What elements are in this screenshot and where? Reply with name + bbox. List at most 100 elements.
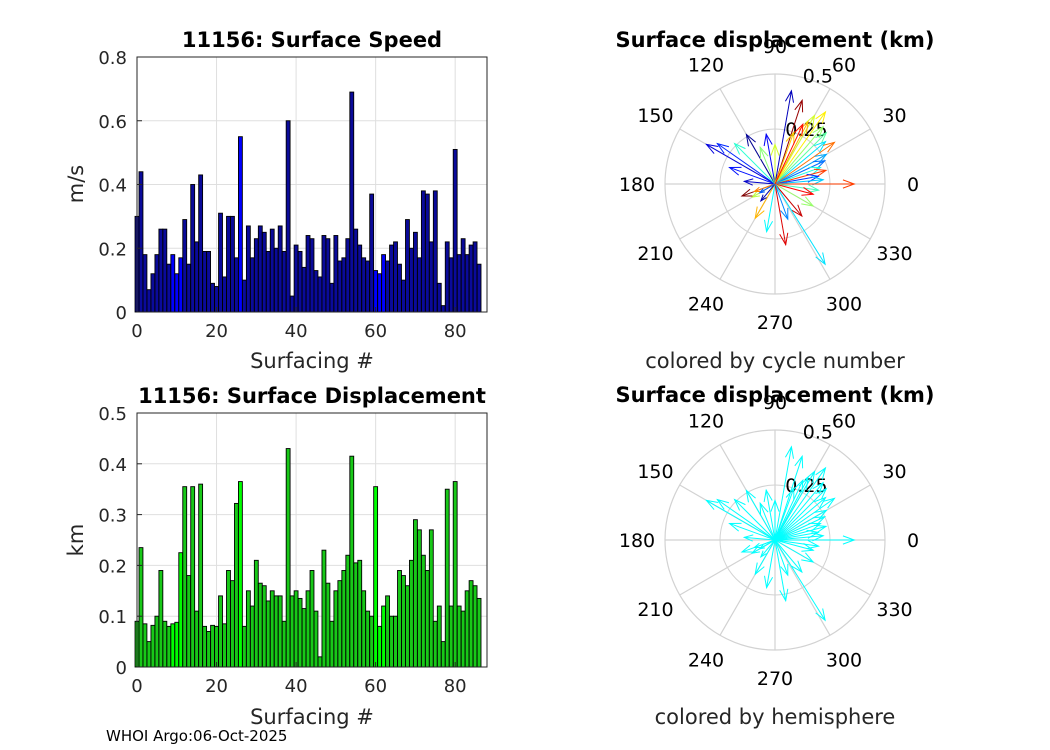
bar <box>206 250 211 313</box>
bar <box>321 549 327 668</box>
bar <box>198 174 204 313</box>
bar <box>222 276 227 313</box>
bar <box>397 263 402 313</box>
bar <box>273 247 279 313</box>
displacement-vector <box>728 166 776 185</box>
bar <box>337 260 343 313</box>
displacement-vector <box>774 539 789 603</box>
bar <box>289 295 295 313</box>
displacement-vector <box>774 539 826 622</box>
polar-spoke <box>774 183 831 280</box>
bar <box>377 273 383 313</box>
speed-y-label: m/s <box>64 165 88 203</box>
bar <box>269 590 275 668</box>
bar <box>353 228 359 313</box>
angle-label: 240 <box>688 650 724 672</box>
bar <box>337 580 343 668</box>
bar <box>317 276 323 313</box>
bar <box>436 282 442 313</box>
angle-label: 210 <box>637 243 673 265</box>
displacement-vector <box>774 160 827 185</box>
bar <box>162 620 168 668</box>
displacement-vector <box>774 539 815 552</box>
bar <box>345 554 351 668</box>
bar <box>448 605 454 668</box>
bar <box>428 241 434 313</box>
displacement-vector <box>775 535 856 545</box>
displacement-vector <box>774 140 827 185</box>
bar <box>202 625 208 668</box>
bar <box>345 238 351 313</box>
bar <box>420 554 426 668</box>
displacement-vector <box>733 142 776 185</box>
angle-label: 270 <box>757 312 793 334</box>
displacement-vector <box>774 522 822 541</box>
displacement-vector <box>759 539 776 558</box>
bar <box>158 570 164 668</box>
angle-label: 60 <box>832 54 856 76</box>
displacement-vector <box>774 445 795 541</box>
bar <box>174 621 180 668</box>
bar <box>333 590 339 668</box>
bar <box>234 257 239 313</box>
angle-label: 120 <box>688 410 724 432</box>
y-tick-label: 0.2 <box>98 239 127 260</box>
bar <box>226 215 231 313</box>
x-tick-label: 40 <box>285 321 308 342</box>
bar <box>190 184 196 313</box>
displacement-vector <box>774 89 795 185</box>
displacement-vector <box>742 178 776 186</box>
bar <box>241 279 247 313</box>
bar <box>416 529 422 668</box>
bar <box>448 257 454 313</box>
bar <box>452 148 458 313</box>
bar <box>401 575 406 668</box>
bar <box>230 215 235 313</box>
bar <box>249 605 255 668</box>
displacement-vector <box>705 143 776 185</box>
bar <box>325 582 331 668</box>
bar <box>190 486 196 668</box>
bar <box>198 483 204 668</box>
polar-hemisphere-title: Surface displacement (km) <box>615 383 934 407</box>
displacement-vector <box>770 498 780 540</box>
displacement-vector <box>754 183 776 220</box>
bar <box>373 270 379 313</box>
displacement-vector <box>774 509 828 541</box>
bar <box>476 263 482 313</box>
bar <box>393 615 398 668</box>
y-tick-label: 0 <box>116 658 127 679</box>
bar <box>222 623 227 668</box>
displacement-vector <box>774 110 827 185</box>
displacement-vector <box>774 125 825 185</box>
angle-label: 180 <box>619 530 655 552</box>
speed-x-label: Surfacing # <box>250 349 374 373</box>
bar <box>397 570 402 668</box>
bar <box>333 235 339 313</box>
displacement-vector <box>752 539 776 549</box>
bar <box>301 266 307 313</box>
x-tick-label: 0 <box>131 321 142 342</box>
displacement-vector <box>758 539 776 550</box>
bar <box>440 641 446 668</box>
bar <box>305 235 311 313</box>
bar <box>381 605 386 668</box>
bar <box>297 597 303 668</box>
displacement-vector <box>745 489 776 541</box>
bar <box>142 254 148 313</box>
bar <box>321 235 327 313</box>
displacement-vector <box>774 141 836 185</box>
displacement-vector <box>774 481 825 541</box>
angle-label: 240 <box>688 294 724 316</box>
x-tick-label: 80 <box>444 321 467 342</box>
polar-cycle-chart: Surface displacement (km) colored by cyc… <box>615 28 934 373</box>
bar <box>468 580 474 668</box>
bar <box>416 257 422 313</box>
bar <box>389 615 394 668</box>
x-tick-label: 20 <box>205 676 228 697</box>
bar <box>150 624 156 668</box>
x-tick-label: 0 <box>131 676 142 697</box>
bar <box>265 600 271 668</box>
bar <box>218 212 223 313</box>
bar <box>230 580 235 668</box>
